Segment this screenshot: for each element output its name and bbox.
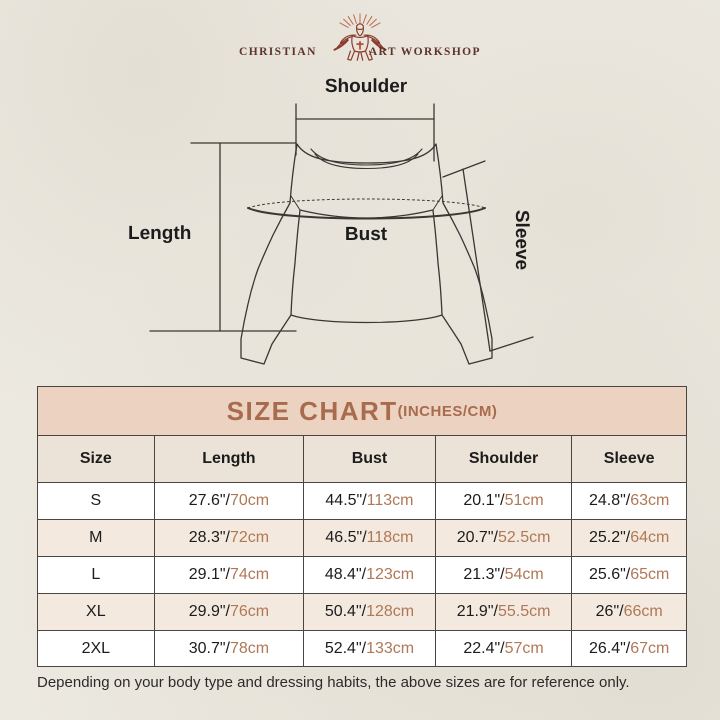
svg-text:Bust: Bust: [345, 224, 388, 245]
svg-text:Sleeve: Sleeve: [511, 210, 532, 270]
svg-text:Length: Length: [128, 223, 191, 244]
svg-text:Shoulder: Shoulder: [325, 76, 408, 97]
